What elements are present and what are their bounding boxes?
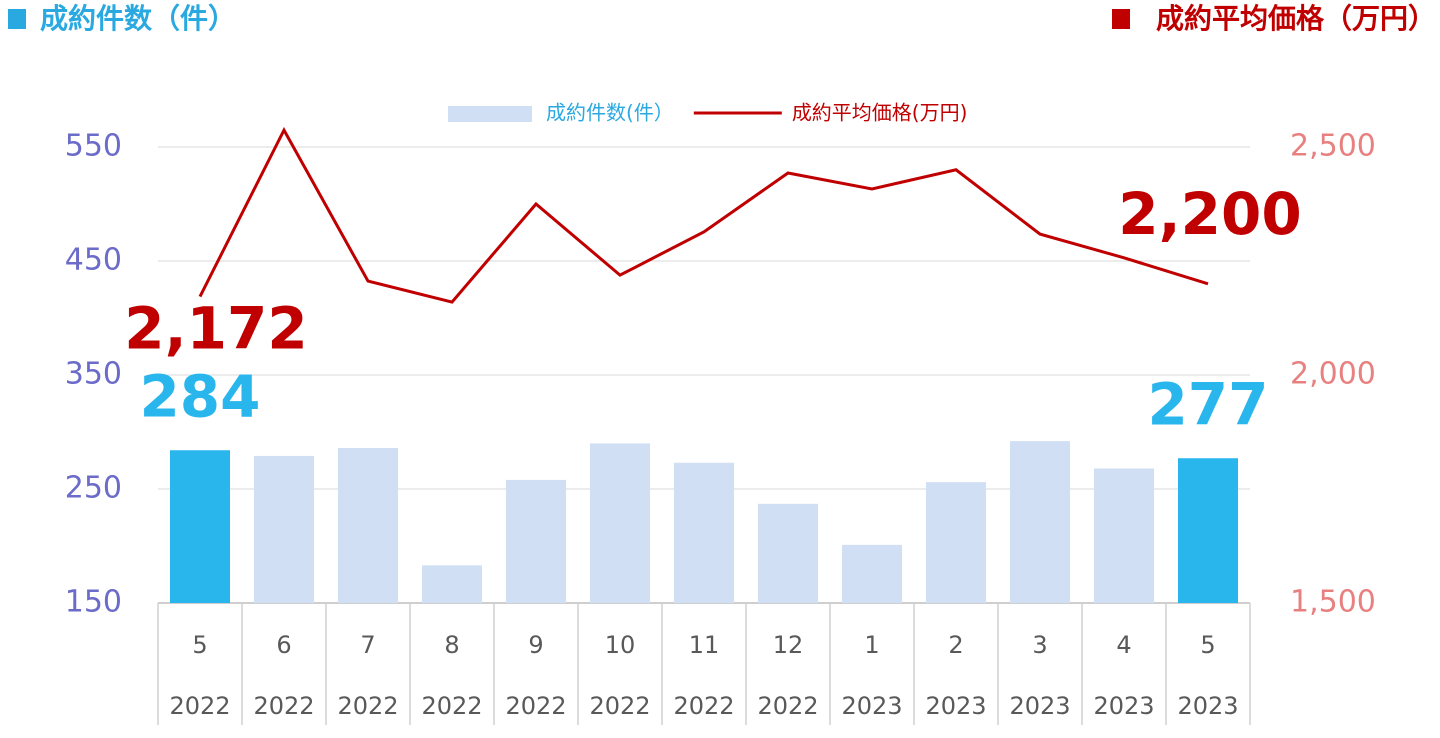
x-year-label: 2022 xyxy=(337,692,398,720)
y-tick-label: 350 xyxy=(65,357,122,392)
header-marker xyxy=(8,9,26,29)
x-year-label: 2023 xyxy=(1093,692,1154,720)
bar xyxy=(422,565,482,603)
bar xyxy=(758,503,818,603)
header-marker xyxy=(1112,9,1130,29)
bar xyxy=(1094,468,1154,603)
right-header: 成約平均価格（万円） xyxy=(1156,2,1436,35)
x-tick-label: 5 xyxy=(1200,631,1215,659)
legend-label: 成約平均価格(万円) xyxy=(792,101,968,125)
x-year-label: 2023 xyxy=(841,692,902,720)
x-year-label: 2022 xyxy=(169,692,230,720)
bar xyxy=(674,462,734,603)
y-tick-label: 450 xyxy=(65,243,122,278)
line-value-label: 2,172 xyxy=(124,295,307,363)
line-value-label: 2,200 xyxy=(1118,180,1301,248)
y-tick-label: 250 xyxy=(65,471,122,506)
y-tick-label: 550 xyxy=(65,129,122,164)
bar xyxy=(842,544,902,603)
bar xyxy=(170,450,230,603)
x-tick-label: 2 xyxy=(948,631,963,659)
line xyxy=(198,126,1209,304)
x-tick-label: 5 xyxy=(192,631,207,659)
bar xyxy=(590,443,650,603)
x-year-label: 2023 xyxy=(1009,692,1070,720)
x-tick-label: 11 xyxy=(689,631,720,659)
y2-tick-label: 1,500 xyxy=(1290,585,1376,620)
x-tick-label: 1 xyxy=(864,631,879,659)
x-year-label: 2022 xyxy=(253,692,314,720)
y-tick-label: 150 xyxy=(65,585,122,620)
x-year-label: 2023 xyxy=(925,692,986,720)
bar xyxy=(1178,458,1238,603)
x-tick-label: 8 xyxy=(444,631,459,659)
legend-label: 成約件数(件） xyxy=(546,101,674,125)
bar xyxy=(338,447,398,603)
x-year-label: 2022 xyxy=(673,692,734,720)
x-year-label: 2022 xyxy=(589,692,650,720)
bar xyxy=(254,455,314,603)
left-header: 成約件数（件） xyxy=(40,2,236,35)
legend-swatch xyxy=(448,106,532,122)
bar xyxy=(926,482,986,603)
x-year-label: 2022 xyxy=(505,692,566,720)
bar xyxy=(506,479,566,603)
x-tick-label: 9 xyxy=(528,631,543,659)
x-tick-label: 12 xyxy=(773,631,804,659)
x-tick-label: 4 xyxy=(1116,631,1131,659)
y2-tick-label: 2,000 xyxy=(1290,357,1376,392)
x-year-label: 2022 xyxy=(421,692,482,720)
x-tick-label: 3 xyxy=(1032,631,1047,659)
x-year-label: 2022 xyxy=(757,692,818,720)
bar xyxy=(1010,441,1070,603)
bar-value-label: 277 xyxy=(1147,370,1268,438)
bar-value-label: 284 xyxy=(139,362,260,430)
y2-tick-label: 2,500 xyxy=(1290,129,1376,164)
x-tick-label: 7 xyxy=(360,631,375,659)
x-tick-label: 6 xyxy=(276,631,291,659)
x-tick-label: 10 xyxy=(605,631,636,659)
x-year-label: 2023 xyxy=(1177,692,1238,720)
